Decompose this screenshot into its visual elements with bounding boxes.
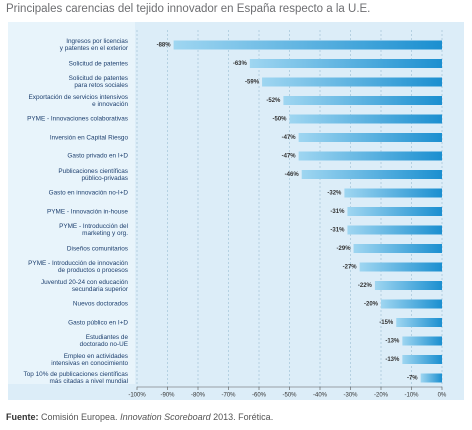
x-tick-label: -30% bbox=[343, 393, 358, 399]
bar bbox=[359, 262, 442, 272]
value-label: -15% bbox=[379, 320, 394, 326]
value-label: -32% bbox=[327, 191, 342, 197]
footer: Fuente: Comisión Europea. Innovation Sco… bbox=[6, 412, 273, 422]
category-label: Gasto público en I+D bbox=[68, 319, 128, 326]
category-label: Publicaciones científicas público-privad… bbox=[58, 167, 128, 182]
category-label: Nuevos doctorados bbox=[72, 300, 128, 308]
category-label: Gasto en innovación no-I+D bbox=[48, 189, 128, 197]
x-tick-label: -80% bbox=[191, 393, 206, 399]
category-label: Inversión en Capital Riesgo bbox=[49, 134, 128, 141]
category-label: Solicitud de patentes bbox=[68, 60, 128, 67]
bar bbox=[289, 114, 442, 124]
x-tick-label: -10% bbox=[404, 393, 419, 399]
chart-title: Principales carencias del tejido innovad… bbox=[6, 3, 371, 15]
category-label: Solicitud de patentes para retos sociale… bbox=[68, 75, 128, 89]
bar bbox=[396, 318, 442, 327]
bar bbox=[262, 77, 442, 87]
x-tick-label: -70% bbox=[221, 393, 236, 399]
bar bbox=[298, 133, 442, 142]
bar bbox=[283, 96, 442, 105]
category-label: PYME - Introducción de innovación de pro… bbox=[28, 260, 128, 274]
value-label: -22% bbox=[358, 283, 373, 289]
bar bbox=[420, 373, 442, 383]
category-label: Diseños comunitarios bbox=[66, 245, 128, 252]
label-column bbox=[8, 22, 135, 384]
value-label: -27% bbox=[343, 265, 358, 271]
category-label: Juventud 20-24 con educación secundaria … bbox=[40, 278, 128, 293]
bar bbox=[402, 336, 442, 346]
category-label: Estudiantes de doctorado no-UE bbox=[79, 334, 128, 348]
category-label: Ingresos por licencias y patentes en el … bbox=[59, 38, 128, 52]
value-label: -13% bbox=[385, 357, 400, 363]
x-tick-label: -90% bbox=[160, 393, 175, 399]
value-label: -13% bbox=[385, 339, 400, 345]
bar bbox=[347, 207, 442, 216]
value-label: -31% bbox=[330, 228, 345, 234]
bar bbox=[249, 59, 442, 68]
x-tick-label: -60% bbox=[252, 393, 267, 399]
value-label: -46% bbox=[285, 172, 300, 178]
category-label: Empleo en actividades intensivas en cono… bbox=[51, 352, 128, 367]
value-label: -63% bbox=[233, 61, 248, 67]
footer-rest: 2013. Forética. bbox=[213, 412, 274, 422]
bar bbox=[298, 151, 442, 161]
value-label: -47% bbox=[282, 154, 297, 160]
value-label: -31% bbox=[330, 209, 345, 215]
value-label: -29% bbox=[337, 246, 352, 252]
value-label: -20% bbox=[364, 302, 379, 308]
bar bbox=[173, 40, 442, 50]
value-label: -59% bbox=[245, 80, 260, 86]
x-tick-label: -100% bbox=[128, 393, 146, 399]
bar bbox=[381, 299, 442, 309]
bar bbox=[301, 170, 442, 179]
x-tick-label: -40% bbox=[313, 393, 328, 399]
x-tick-label: -20% bbox=[374, 393, 389, 399]
value-label: -52% bbox=[266, 98, 281, 104]
value-label: -47% bbox=[282, 135, 297, 141]
category-label: Gasto privado en I+D bbox=[67, 152, 128, 160]
category-label: PYME - Innovación in-house bbox=[47, 208, 128, 215]
footer-label: Fuente: bbox=[6, 412, 39, 422]
category-label: PYME - Introducción del marketing y org. bbox=[59, 223, 128, 237]
footer-source: Comisión Europea. bbox=[41, 412, 118, 422]
category-label: PYME - Innovaciones colaborativas bbox=[27, 115, 128, 123]
value-label: -50% bbox=[272, 117, 287, 123]
category-label: Top 10% de publicaciones científicas más… bbox=[23, 371, 128, 385]
bar bbox=[374, 281, 442, 290]
bar bbox=[347, 225, 442, 235]
value-label: -7% bbox=[407, 376, 418, 382]
bar bbox=[402, 355, 442, 364]
bar bbox=[344, 188, 442, 198]
bar bbox=[353, 244, 442, 253]
footer-publication: Innovation Scoreboard bbox=[120, 412, 211, 422]
value-label: -88% bbox=[157, 43, 172, 49]
x-tick-label: -50% bbox=[282, 393, 297, 399]
x-tick-label: 0% bbox=[438, 393, 447, 399]
category-label: Exportación de servicios intensivos e in… bbox=[28, 93, 128, 108]
